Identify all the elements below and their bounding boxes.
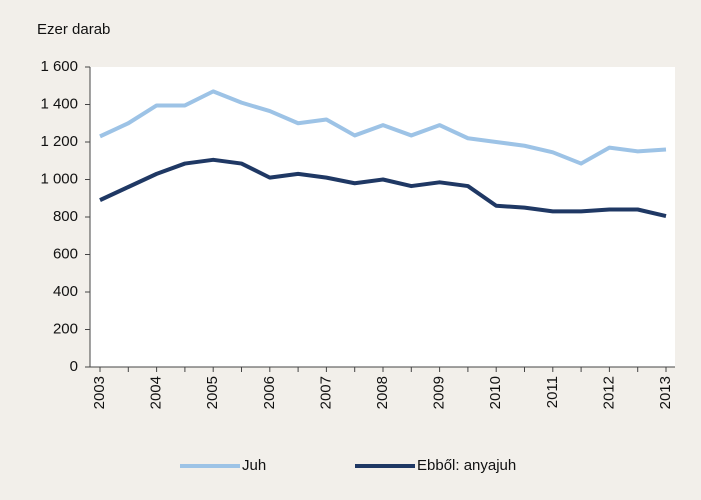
x-tick-label: 2013: [657, 376, 674, 409]
y-tick-label: 0: [70, 358, 78, 375]
y-tick-label: 600: [53, 245, 78, 262]
y-tick-label: 1 600: [40, 58, 78, 75]
y-tick-label: 1 400: [40, 95, 78, 112]
y-axis-title: Ezer darab: [37, 21, 110, 38]
x-tick-label: 2010: [487, 376, 504, 409]
y-tick-label: 1 000: [40, 170, 78, 187]
x-tick-label: 2007: [317, 376, 334, 409]
legend-label: Juh: [242, 457, 266, 474]
y-tick-label: 200: [53, 320, 78, 337]
x-tick-label: 2003: [91, 376, 108, 409]
x-tick-label: 2012: [600, 376, 617, 409]
x-tick-label: 2011: [544, 376, 561, 408]
legend-label: Ebből: anyajuh: [417, 457, 516, 474]
x-tick-label: 2004: [148, 376, 165, 409]
x-tick-label: 2005: [204, 376, 221, 409]
line-series: [99, 89, 667, 166]
plot-area: [90, 67, 675, 367]
y-tick-label: 1 200: [40, 133, 78, 150]
y-tick-label: 800: [53, 208, 78, 225]
x-tick-label: 2008: [374, 376, 391, 409]
x-tick-label: 2006: [261, 376, 278, 409]
line-series: [99, 157, 667, 219]
y-tick-label: 400: [53, 283, 78, 300]
x-tick-label: 2009: [431, 376, 448, 409]
